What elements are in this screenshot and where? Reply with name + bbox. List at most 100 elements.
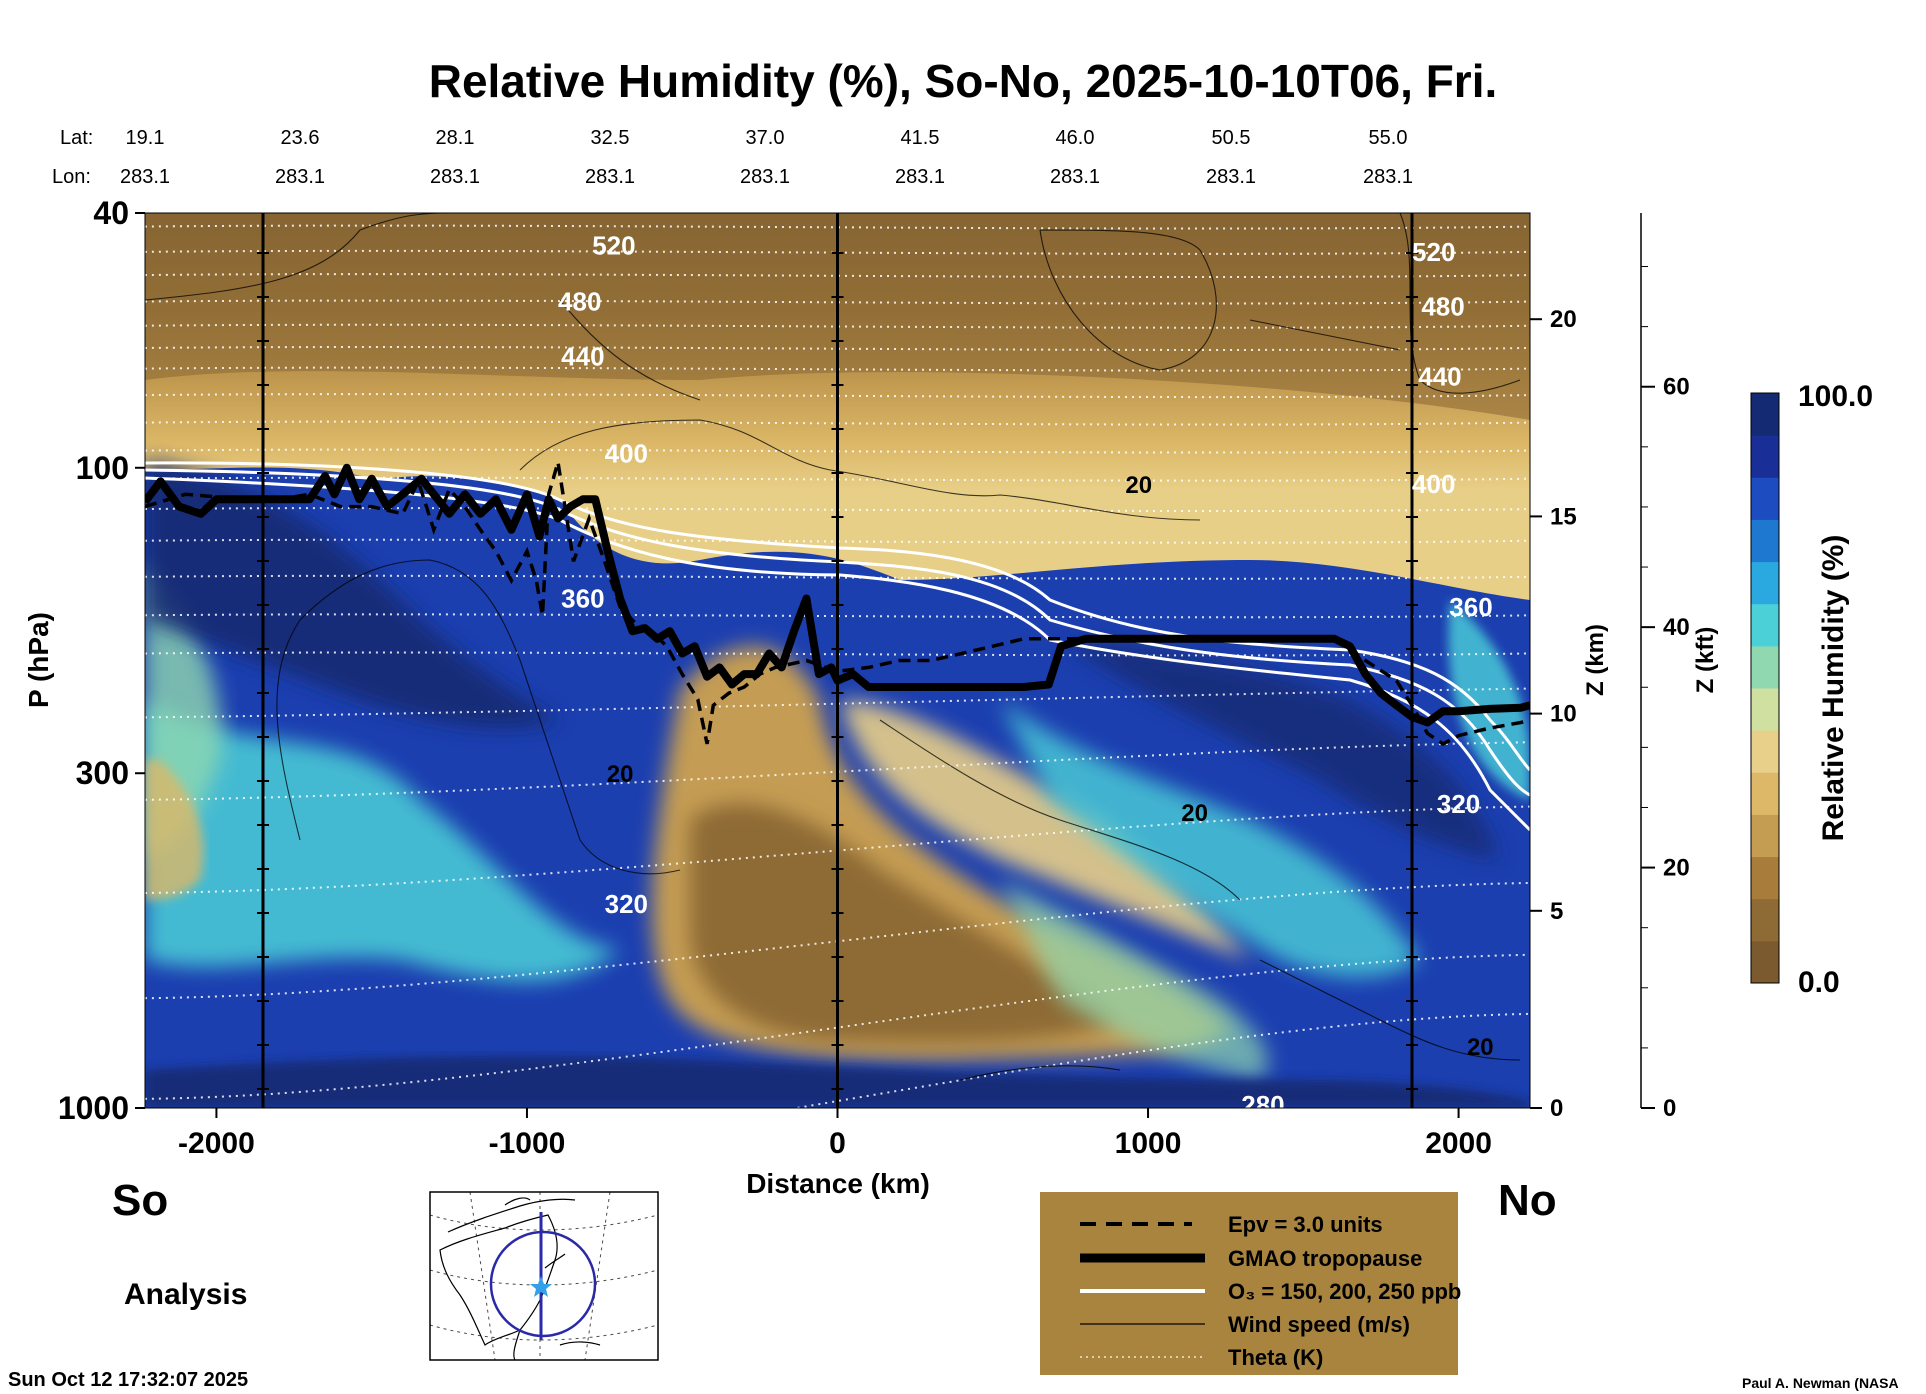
zkft-tick-label: 0 [1663,1095,1676,1122]
credit: Paul A. Newman (NASA [1742,1375,1899,1391]
x-tick-label: 0 [829,1127,846,1160]
theta-line [145,346,1530,351]
lon-value: 283.1 [740,166,790,188]
theta-line [145,299,1530,305]
zkm-tick-label: 5 [1550,898,1563,925]
lat-value: 37.0 [746,127,785,149]
theta-label: 400 [605,439,648,469]
lon-value: 283.1 [275,166,325,188]
theta-line [145,323,1530,329]
ozone-contour [145,476,1530,832]
wind-contour [1259,959,1521,1061]
theta-label: 360 [561,583,604,613]
zkm-tick-label: 20 [1550,306,1577,333]
timestamp: Sun Oct 12 17:32:07 2025 [8,1369,248,1391]
theta-label: 320 [1437,789,1480,819]
x-tick-label: 1000 [1115,1127,1182,1160]
lat-value: 32.5 [591,127,630,149]
x-axis-title: Distance (km) [746,1168,930,1199]
lat-value: 55.0 [1369,127,1408,149]
lon-value: 283.1 [430,166,480,188]
wind-contour [145,213,451,301]
theta-line [145,538,1530,544]
theta-label: 360 [1449,592,1492,622]
wind-contour [879,719,1241,901]
zkft-tick-label: 20 [1663,855,1690,882]
colorbar-band [1751,940,1779,984]
x-tick-label: -2000 [178,1127,255,1160]
theta-label: 320 [605,889,648,919]
colorbar-band [1751,519,1779,563]
theta-label: 280 [1241,1090,1284,1120]
lat-row-label: Lat: [60,127,93,149]
lon-value: 283.1 [120,166,170,188]
legend-wind: Wind speed (m/s) [1228,1312,1410,1337]
theta-line [145,574,1530,580]
theta-line [145,613,1530,619]
theta-line [145,448,1530,454]
lon-value: 283.1 [1363,166,1413,188]
theta-label: 480 [558,287,601,317]
theta-line [145,249,1530,255]
lat-value: 50.5 [1212,127,1251,149]
wind-contour [276,559,681,875]
y2-axis-title: Z (km) [1582,624,1609,696]
colorbar-title: Relative Humidity (%) [1817,535,1850,842]
theta-label: 440 [1418,361,1461,391]
theta-line [145,507,1530,513]
lat-lon-header: 19.1 23.6 28.1 32.5 37.0 41.5 46.0 50.5 55.0 283.… [120,127,1413,188]
colorbar-band [1751,730,1779,773]
colorbar-band [1751,898,1779,942]
wind-label: 20 [1125,472,1152,499]
wind-contour [519,419,1201,521]
theta-line [145,273,1530,279]
wind-contour [1039,229,1217,371]
lat-value: 19.1 [126,127,165,149]
wind-label: 20 [1181,800,1208,827]
zkm-tick-label: 10 [1550,701,1577,728]
theta-label: 440 [561,341,604,371]
zkm-tick-label: 0 [1550,1095,1563,1122]
theta-line [145,687,1530,719]
colorbar-band [1751,814,1779,858]
theta-label: 400 [1412,469,1455,499]
lon-value: 283.1 [585,166,635,188]
y-axis-title: P (hPa) [23,612,54,708]
theta-line [145,420,1530,426]
colorbar: 100.0 0.0 Relative Humidity (%) [1750,380,1873,999]
theta-label: 520 [592,231,635,261]
p-tick-label: 1000 [58,1090,129,1126]
theta-line [145,953,1530,1100]
analysis-label: Analysis [124,1278,247,1311]
wind-contour [559,299,701,401]
wind-contour [959,1065,1121,1081]
theta-line [145,366,1530,372]
p-tick-label: 100 [76,450,129,486]
colorbar-max-label: 100.0 [1798,380,1873,413]
theta-label: 520 [1412,237,1455,267]
colorbar-band [1751,645,1779,689]
p-tick-label: 40 [93,195,129,231]
y3-axis-title: Z (kft) [1692,627,1719,694]
wind-label: 20 [607,761,634,788]
colorbar-band [1751,603,1779,647]
lon-value: 283.1 [1206,166,1256,188]
chart-title: Relative Humidity (%), So-No, 2025-10-10… [429,55,1498,107]
lat-value: 28.1 [436,127,475,149]
lon-row-label: Lon: [52,166,91,188]
ozone-contour [145,468,1530,797]
wind-label: 20 [1467,1034,1494,1061]
theta-line [145,393,1530,399]
theta-line [145,476,1530,482]
colorbar-band [1751,561,1779,605]
wind-contour [1249,319,1401,351]
colorbar-band [1751,435,1779,478]
legend: Epv = 3.0 units GMAO tropopause O₃ = 150… [1040,1192,1461,1375]
theta-line [145,224,1530,230]
ozone-contour [145,461,1530,772]
colorbar-band [1751,477,1779,520]
colorbar-band [1751,772,1779,815]
p-tick-label: 300 [76,755,129,791]
zkft-tick-label: 60 [1663,374,1690,401]
